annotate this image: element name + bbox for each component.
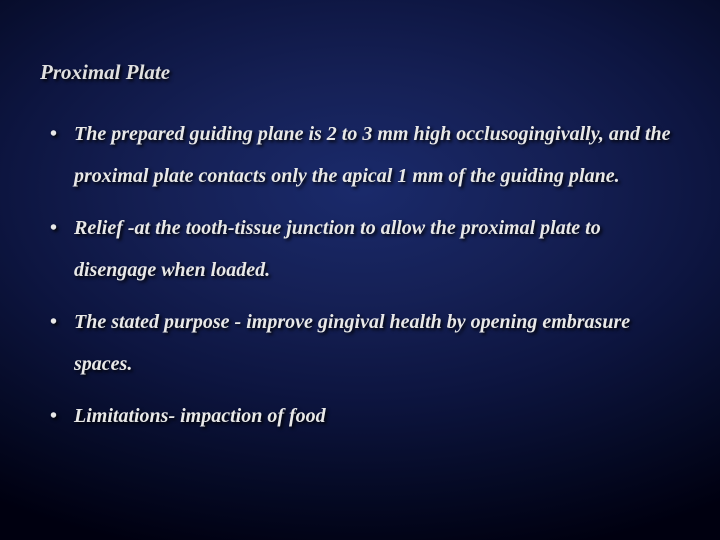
bullet-list: The prepared guiding plane is 2 to 3 mm … [40, 113, 680, 437]
slide-container: Proximal Plate The prepared guiding plan… [0, 0, 720, 540]
bullet-item: The stated purpose - improve gingival he… [40, 301, 680, 385]
bullet-item: The prepared guiding plane is 2 to 3 mm … [40, 113, 680, 197]
bullet-item: Limitations- impaction of food [40, 395, 680, 437]
slide-title: Proximal Plate [40, 60, 680, 85]
bullet-item: Relief -at the tooth-tissue junction to … [40, 207, 680, 291]
